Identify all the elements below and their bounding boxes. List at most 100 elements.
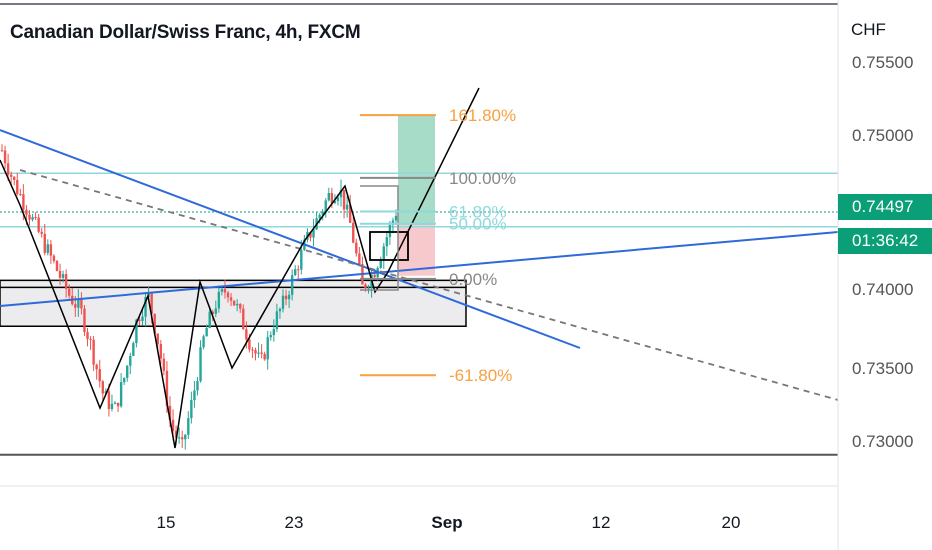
y-tick-label: 0.73500 <box>852 359 913 378</box>
candle-body <box>86 332 89 340</box>
x-tick-label: 15 <box>157 513 176 532</box>
candle-body <box>330 193 334 204</box>
candle-body <box>208 311 211 328</box>
candle-body <box>104 391 108 394</box>
candle-body <box>232 300 236 306</box>
candle-body <box>67 288 71 296</box>
candle-body <box>132 343 135 356</box>
candle-body <box>388 224 392 238</box>
candle-body <box>348 204 352 223</box>
fib-level-label: 50.00% <box>449 215 507 234</box>
candle-body <box>312 229 315 238</box>
axes-layer: 0.75500 0.75000 0.74000 0.73500 0.73000 15 23 S… <box>0 0 913 550</box>
candle-body <box>260 352 263 354</box>
candle-body <box>336 197 340 201</box>
candle-body <box>159 344 163 359</box>
currency-label: CHF <box>851 20 886 39</box>
candle-body <box>193 390 196 401</box>
candle-body <box>138 319 141 321</box>
candle-body <box>342 189 346 210</box>
candle-body <box>220 289 224 292</box>
candle-body <box>257 352 260 354</box>
candle-body <box>13 176 16 180</box>
candle-body <box>391 220 395 225</box>
candle-body <box>6 163 10 175</box>
descending-trendline <box>0 129 581 349</box>
candle-body <box>141 316 144 321</box>
candle-body <box>34 217 37 219</box>
candle-body <box>281 295 285 309</box>
candle-body <box>339 189 343 198</box>
candle-body <box>352 222 355 243</box>
candle-body <box>321 211 324 215</box>
candle-body <box>168 405 172 420</box>
target-zone <box>398 115 435 226</box>
candle-body <box>107 391 111 410</box>
fib-labels-layer: 161.80% 100.00% 61.80%50.00% 0.00% -61.80% <box>360 106 516 385</box>
fib-level-label: -61.80% <box>449 366 512 385</box>
candle-body <box>80 299 83 309</box>
candle-body <box>89 339 92 341</box>
candle-body <box>287 294 291 300</box>
candle-body <box>263 353 266 360</box>
candle-body <box>290 275 294 295</box>
candle-body <box>187 418 190 435</box>
candle-body <box>254 350 257 354</box>
candle-body <box>242 308 245 330</box>
x-tick-label: 12 <box>592 513 611 532</box>
candle-body <box>19 193 22 195</box>
candle-body <box>181 437 184 440</box>
candle-body <box>126 365 129 378</box>
candle-body <box>77 299 80 308</box>
candle-body <box>150 292 153 315</box>
candle-body <box>235 304 239 306</box>
x-tick-label: Sep <box>431 513 462 532</box>
candle-body <box>355 242 358 254</box>
candle-body <box>40 231 43 234</box>
candle-body <box>196 381 199 391</box>
candle-body <box>297 269 300 271</box>
candle-body <box>251 349 254 351</box>
candle-body <box>156 333 159 345</box>
candle-body <box>9 174 13 177</box>
dashed-trendline <box>19 169 839 401</box>
candle-body <box>294 269 297 276</box>
candle-body <box>16 179 19 194</box>
candle-body <box>92 339 95 365</box>
candle-body <box>364 284 367 289</box>
candle-body <box>3 150 7 164</box>
candle-body <box>272 329 276 336</box>
candle-body <box>135 319 138 344</box>
y-tick-label: 0.73000 <box>852 432 913 451</box>
candle-body <box>95 364 98 370</box>
candle-body <box>171 419 175 431</box>
candle-body <box>217 291 221 309</box>
candle-body <box>64 274 68 289</box>
horizontal-lines-layer <box>0 3 838 456</box>
candle-body <box>37 217 40 232</box>
candle-body <box>248 339 251 350</box>
candle-body <box>324 200 327 212</box>
y-tick-label: 0.75500 <box>852 53 913 72</box>
candle-body <box>229 297 233 301</box>
candle-body <box>177 437 181 439</box>
candle-body <box>52 255 56 261</box>
fib-level-label: 0.00% <box>449 270 497 289</box>
x-tick-label: 20 <box>722 513 741 532</box>
candle-body <box>309 231 312 238</box>
candle-body <box>205 327 208 337</box>
candle-body <box>327 193 331 201</box>
candle-body <box>165 370 169 406</box>
ascending-trendline <box>0 231 839 307</box>
candle-body <box>190 400 193 419</box>
candle-body <box>162 358 166 371</box>
candle-body <box>98 369 101 382</box>
candle-body <box>379 260 382 268</box>
candle-body <box>0 150 4 152</box>
candle-body <box>199 347 202 382</box>
candle-body <box>129 355 132 366</box>
fib-level-label: 100.00% <box>449 169 516 188</box>
candle-body <box>110 403 114 410</box>
fib-level-label: 161.80% <box>449 106 516 125</box>
candle-body <box>22 194 25 210</box>
